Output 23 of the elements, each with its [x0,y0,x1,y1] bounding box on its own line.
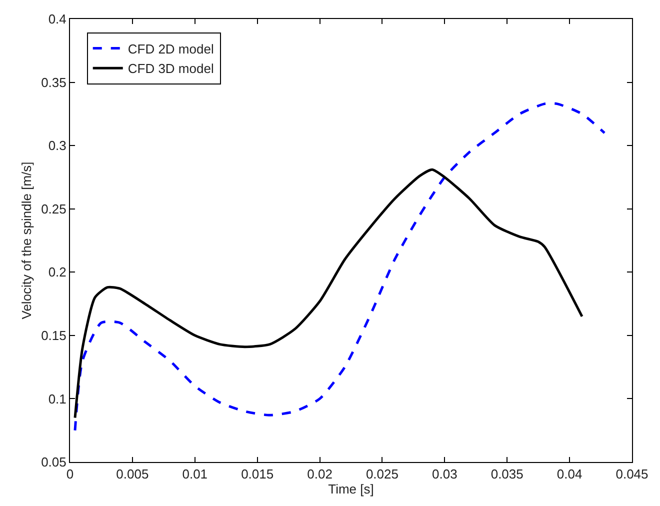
y-axis-title: Velocity of the spindle [m/s] [19,162,34,320]
x-tick-label: 0.02 [307,466,332,482]
x-tick-label: 0.015 [241,466,274,482]
x-tick-label: 0.04 [556,466,582,482]
legend-label: CFD 2D model [128,41,214,56]
y-tick-label: 0.15 [41,328,66,343]
legend-label: CFD 3D model [128,61,214,76]
x-axis-title: Time [s] [328,482,374,497]
y-tick-label: 0.25 [41,201,66,216]
x-tick-label: 0.03 [432,466,458,482]
x-tick-label: 0.01 [182,466,208,482]
y-tick-label: 0.05 [41,454,66,470]
y-tick-label: 0.4 [48,12,66,27]
x-tick-label: 0.005 [116,466,149,482]
x-tick-label: 0.035 [490,466,524,482]
y-tick-label: 0.3 [48,138,66,154]
line-series [74,102,606,432]
x-tick-label: 0.025 [366,466,398,482]
x-tick-label: 0 [66,466,74,482]
y-tick-label: 0.35 [41,74,66,90]
y-tick-label: 0.2 [48,264,66,280]
x-tick-label: 0.045 [616,466,648,482]
y-tick-label: 0.1 [48,391,66,406]
